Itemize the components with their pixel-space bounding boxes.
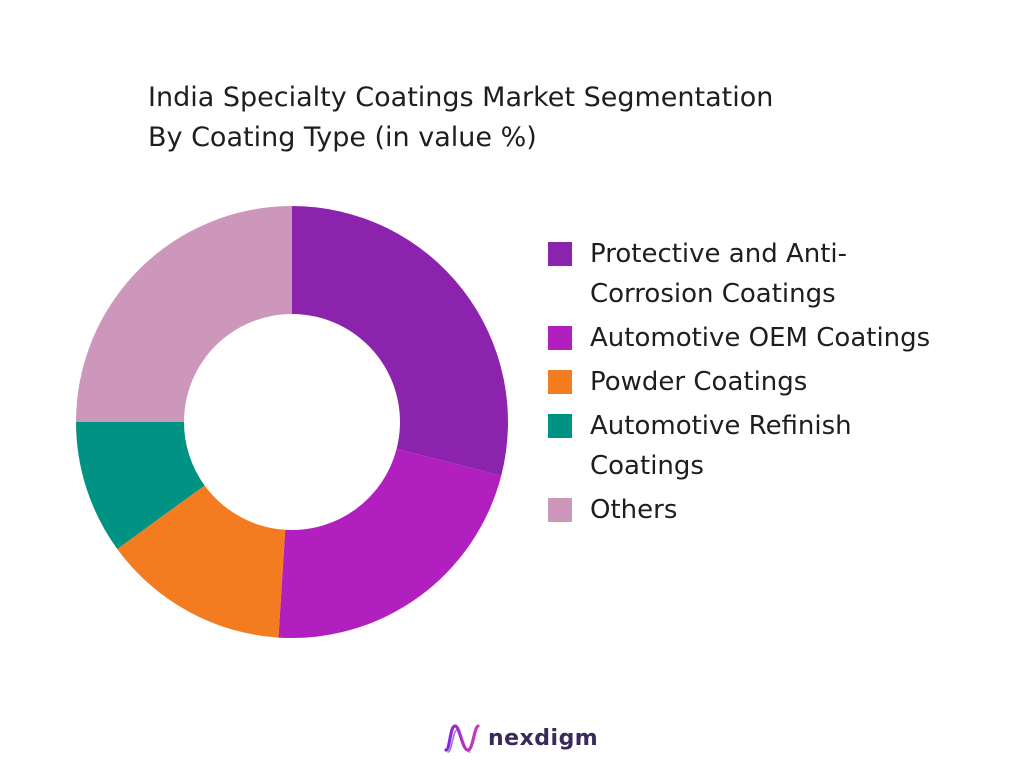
chart-title: India Specialty Coatings Market Segmenta… <box>148 78 908 158</box>
legend-label-line: Others <box>590 495 678 525</box>
legend-swatch <box>548 414 572 438</box>
donut-slice-4 <box>76 422 205 549</box>
legend-swatch <box>548 498 572 522</box>
legend-label-line: Automotive OEM Coatings <box>590 323 931 353</box>
donut-slice-3 <box>117 485 286 638</box>
legend-label-line: Protective and Anti- <box>590 239 848 269</box>
legend-item: Others <box>548 490 1018 530</box>
legend-swatch <box>548 370 572 394</box>
donut-slice-5 <box>76 206 292 422</box>
legend-label-line: Automotive Refinish <box>590 411 852 441</box>
brand-logo: nexdigm <box>444 722 598 754</box>
legend-item: Automotive OEM Coatings <box>548 318 1018 358</box>
donut-slice-2 <box>278 448 502 638</box>
legend-label-line: Coatings <box>590 451 704 481</box>
legend-swatch <box>548 326 572 350</box>
donut-slice-1 <box>292 206 508 476</box>
nexdigm-wave-icon <box>444 724 480 753</box>
legend-label: Others <box>590 490 677 530</box>
chart-legend: Protective and Anti- Corrosion Coatings Au… <box>548 234 1018 534</box>
legend-item: Automotive Refinish Coatings <box>548 406 1018 486</box>
brand-name: nexdigm <box>488 725 599 751</box>
legend-label: Powder Coatings <box>590 362 807 402</box>
legend-item: Powder Coatings <box>548 362 1018 402</box>
chart-title-line-2: By Coating Type (in value %) <box>148 122 537 153</box>
legend-label: Automotive Refinish Coatings <box>590 406 852 486</box>
legend-label: Protective and Anti- Corrosion Coatings <box>590 234 847 314</box>
legend-label: Automotive OEM Coatings <box>590 318 930 358</box>
chart-title-line-1: India Specialty Coatings Market Segmenta… <box>148 82 774 113</box>
legend-label-line: Powder Coatings <box>590 367 808 397</box>
legend-label-line: Corrosion Coatings <box>590 279 836 309</box>
donut-chart <box>76 206 508 638</box>
legend-swatch <box>548 242 572 266</box>
legend-item: Protective and Anti- Corrosion Coatings <box>548 234 1018 314</box>
